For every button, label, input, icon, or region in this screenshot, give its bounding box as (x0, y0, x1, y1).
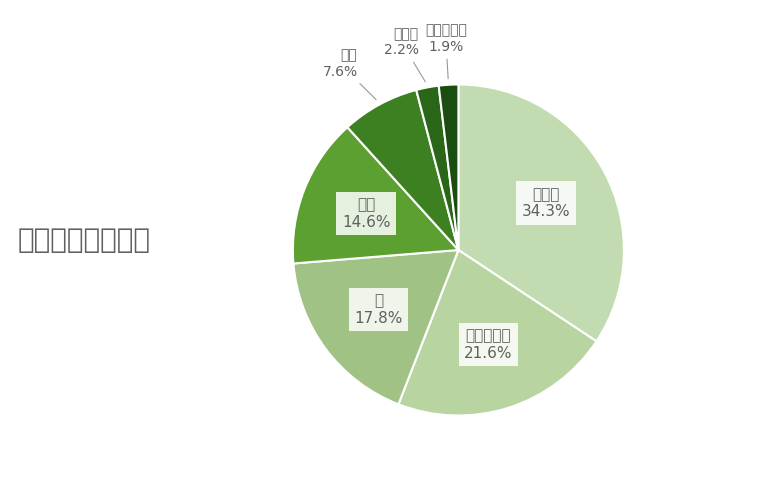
Text: 紙
17.8%: 紙 17.8% (354, 293, 403, 326)
Wedge shape (439, 84, 458, 250)
Wedge shape (293, 127, 458, 264)
Text: その他不燃
1.9%: その他不燃 1.9% (425, 24, 467, 78)
Text: その他可燃
21.6%: その他可燃 21.6% (465, 328, 513, 361)
Wedge shape (293, 250, 458, 404)
Text: ごみ袋
2.2%: ごみ袋 2.2% (384, 27, 426, 82)
Text: 草木
14.6%: 草木 14.6% (342, 197, 390, 230)
Wedge shape (458, 84, 624, 342)
Wedge shape (416, 86, 458, 250)
Wedge shape (399, 250, 597, 416)
Text: 可燃ごみ組成分析: 可燃ごみ組成分析 (18, 226, 151, 254)
Text: 生ごみ
34.3%: 生ごみ 34.3% (522, 187, 570, 219)
Text: プラ
7.6%: プラ 7.6% (322, 48, 376, 100)
Wedge shape (348, 90, 458, 250)
